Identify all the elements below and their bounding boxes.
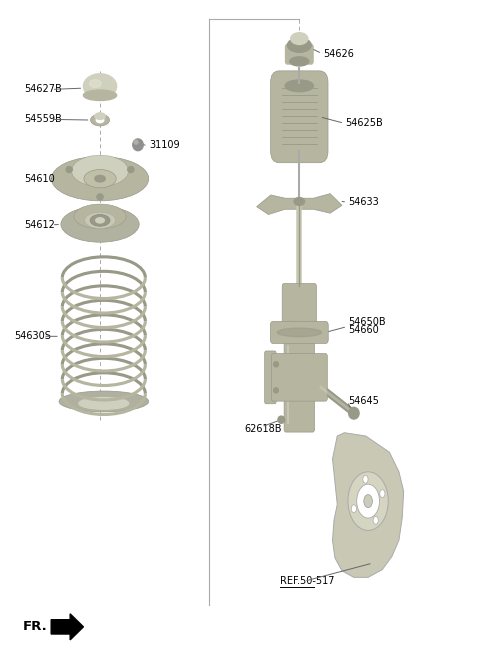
Ellipse shape <box>84 212 116 229</box>
FancyBboxPatch shape <box>286 45 313 64</box>
Ellipse shape <box>89 79 101 87</box>
Ellipse shape <box>84 90 117 101</box>
Polygon shape <box>257 194 342 214</box>
FancyBboxPatch shape <box>264 351 276 404</box>
Ellipse shape <box>74 204 126 229</box>
Ellipse shape <box>96 217 104 223</box>
Ellipse shape <box>133 139 143 150</box>
Text: 54612: 54612 <box>24 220 55 230</box>
Ellipse shape <box>66 167 72 173</box>
Ellipse shape <box>96 118 104 123</box>
Ellipse shape <box>59 391 149 412</box>
Ellipse shape <box>290 57 309 66</box>
Ellipse shape <box>79 397 129 409</box>
Ellipse shape <box>351 505 357 512</box>
Ellipse shape <box>348 472 388 530</box>
FancyBboxPatch shape <box>271 353 327 401</box>
Text: 54626: 54626 <box>323 49 354 58</box>
Ellipse shape <box>95 175 105 182</box>
FancyBboxPatch shape <box>271 71 328 163</box>
Ellipse shape <box>294 198 304 206</box>
Ellipse shape <box>134 140 138 144</box>
Ellipse shape <box>373 516 378 524</box>
Text: 62618B: 62618B <box>245 424 282 434</box>
Ellipse shape <box>61 206 139 242</box>
Text: 31109: 31109 <box>149 141 180 150</box>
Ellipse shape <box>380 489 385 497</box>
Ellipse shape <box>285 80 313 92</box>
Ellipse shape <box>95 113 105 120</box>
Text: 54645: 54645 <box>348 396 379 407</box>
Ellipse shape <box>84 170 116 188</box>
Text: REF.50-517: REF.50-517 <box>280 576 335 586</box>
Ellipse shape <box>90 214 110 226</box>
Ellipse shape <box>91 114 109 126</box>
Ellipse shape <box>51 156 149 201</box>
Ellipse shape <box>278 416 285 423</box>
Text: FR.: FR. <box>23 620 48 633</box>
Ellipse shape <box>274 388 278 393</box>
Ellipse shape <box>72 155 129 187</box>
Text: 54630S: 54630S <box>14 331 51 342</box>
Text: 54627B: 54627B <box>24 84 62 95</box>
FancyBboxPatch shape <box>270 321 328 344</box>
Ellipse shape <box>277 328 322 336</box>
Ellipse shape <box>348 407 359 419</box>
Polygon shape <box>51 614 84 640</box>
Ellipse shape <box>97 194 103 200</box>
FancyBboxPatch shape <box>284 337 314 432</box>
Ellipse shape <box>288 38 311 53</box>
Text: 54650B: 54650B <box>348 317 386 327</box>
Text: 54625B: 54625B <box>345 118 383 128</box>
Ellipse shape <box>274 362 278 367</box>
Ellipse shape <box>357 484 380 518</box>
Polygon shape <box>333 433 404 578</box>
Ellipse shape <box>84 74 117 99</box>
Ellipse shape <box>128 167 134 173</box>
Text: 54660: 54660 <box>348 325 379 336</box>
Text: 54633: 54633 <box>348 197 379 207</box>
Ellipse shape <box>364 495 372 508</box>
Text: 54610: 54610 <box>24 173 55 184</box>
Ellipse shape <box>291 33 308 45</box>
Text: 54559B: 54559B <box>24 114 62 124</box>
FancyBboxPatch shape <box>282 284 316 328</box>
Ellipse shape <box>363 476 368 484</box>
